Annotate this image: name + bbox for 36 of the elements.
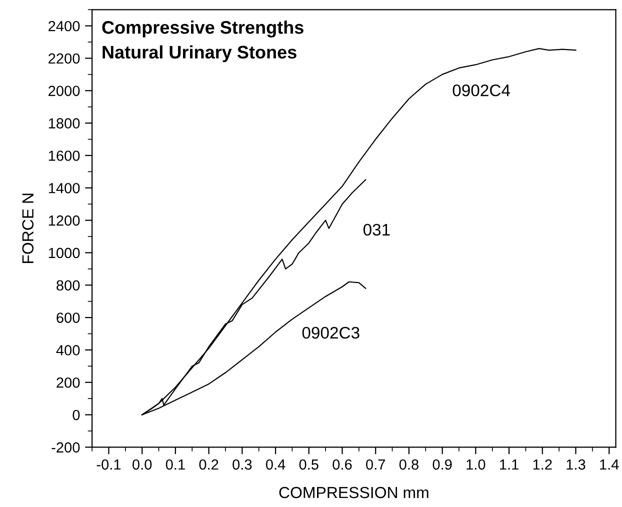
series-label: 031 [363, 224, 390, 236]
x-tick-label: 1.3 [566, 459, 586, 470]
y-tick-label: 1200 [48, 215, 80, 226]
series-label: 0902C4 [452, 84, 510, 96]
series-label: 0902C3 [302, 326, 360, 339]
y-tick-label: 1400 [48, 182, 80, 194]
y-tick-label: 2400 [48, 20, 80, 32]
x-tick-label: 0.1 [166, 459, 185, 470]
y-tick-label: -200 [52, 442, 80, 453]
y-tick-label: 2000 [48, 86, 80, 96]
y-tick-label: 2200 [48, 53, 80, 64]
y-tick-label: 800 [56, 280, 80, 291]
x-tick-label: 0.8 [399, 459, 418, 470]
x-tick-label: 0.9 [432, 459, 452, 470]
y-tick-label: 1600 [48, 150, 80, 161]
y-tick-label: 200 [56, 377, 80, 388]
x-tick-label: 1.1 [500, 460, 518, 470]
x-tick-label: 1.4 [600, 460, 619, 470]
y-tick-label: 600 [56, 312, 80, 323]
y-tick-label: 400 [56, 345, 80, 356]
x-axis-title: COMPRESSION mm [279, 486, 428, 498]
text: Compressive Strengths Natural Urinary Stones [102, 20, 304, 62]
y-tick-label: 1000 [48, 248, 80, 258]
x-tick-label: 0.2 [199, 459, 218, 470]
x-tick-label: 1.2 [533, 459, 552, 470]
x-tick-label: -0.1 [96, 459, 121, 470]
y-axis-title: FORCE N [22, 194, 34, 264]
x-tick-label: 0.6 [332, 459, 352, 470]
y-tick-label: 1800 [48, 118, 80, 128]
x-tick-label: 0.7 [366, 459, 386, 470]
x-tick-label: 0.0 [132, 459, 152, 470]
x-tick-label: 1.0 [466, 459, 486, 470]
y-tick-label: 0 [72, 410, 80, 420]
x-tick-label: 0.4 [266, 459, 286, 470]
x-tick-label: 0.3 [232, 459, 252, 470]
x-tick-label: 0.5 [299, 459, 318, 470]
